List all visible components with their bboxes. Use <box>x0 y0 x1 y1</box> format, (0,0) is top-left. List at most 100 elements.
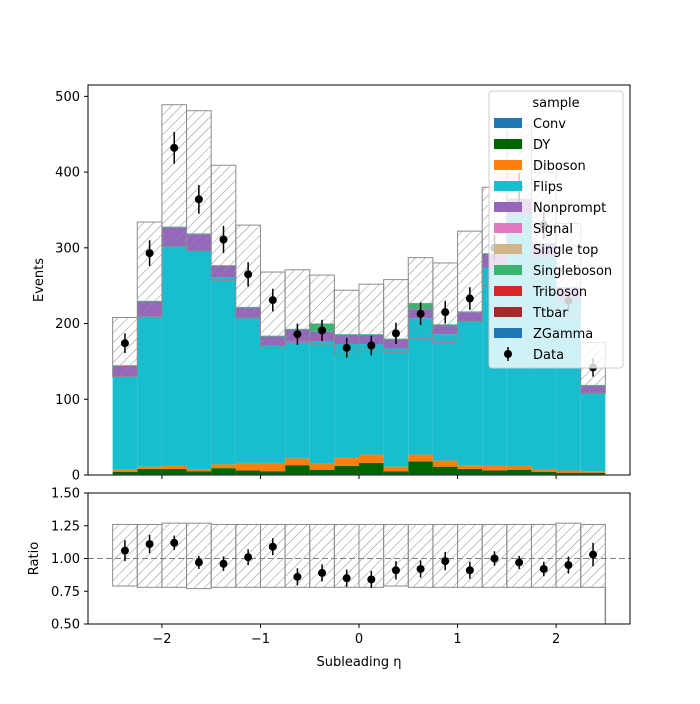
bar-diboson <box>531 468 557 472</box>
bar-diboson <box>432 460 458 467</box>
data-point <box>441 308 450 317</box>
ratio-point <box>219 559 228 568</box>
ratio-uncertainty-band <box>161 522 188 588</box>
legend-swatch <box>494 307 522 317</box>
bar-flips <box>161 246 187 466</box>
bar-flips <box>137 316 162 467</box>
bar-flips <box>359 343 384 455</box>
ratio-point <box>120 546 129 555</box>
legend-swatch <box>494 286 522 296</box>
uncertainty-band <box>161 104 188 247</box>
ratio-point <box>589 550 598 559</box>
bar-flips <box>383 348 409 467</box>
y-tick-label: 100 <box>55 393 80 408</box>
bar-diboson <box>506 465 532 470</box>
bar-flips <box>334 343 359 458</box>
bar-dy <box>359 462 384 475</box>
legend-label: Nonprompt <box>533 201 606 216</box>
ratio-y-tick-label: 0.50 <box>51 618 80 633</box>
data-point <box>194 195 203 204</box>
legend-title: sample <box>532 96 579 111</box>
bar-flips <box>309 340 335 464</box>
data-point <box>465 294 474 303</box>
legend: sample Conv DY Diboson Flips Nonprompt Signal S… <box>488 90 624 369</box>
legend-label: DY <box>533 138 550 153</box>
bar-diboson <box>408 454 433 462</box>
ratio-uncertainty-band <box>210 523 237 588</box>
ratio-point <box>564 561 573 570</box>
bar-dy <box>334 465 359 475</box>
legend-swatch <box>494 328 522 338</box>
uncertainty-band <box>136 221 163 318</box>
data-point <box>293 330 302 339</box>
uncertainty-band <box>186 110 212 252</box>
ratio-point <box>367 575 376 584</box>
ratio-uncertainty-band <box>136 523 163 588</box>
bar-flips <box>408 318 433 455</box>
y-tick-label: 400 <box>55 166 80 181</box>
x-tick-label: 0 <box>355 632 363 647</box>
bar-diboson <box>137 466 162 469</box>
bar-diboson <box>235 462 261 471</box>
bar-diboson <box>556 470 581 473</box>
legend-label: Conv <box>533 117 566 132</box>
legend-swatch <box>494 160 522 170</box>
ratio-band-group <box>112 522 607 624</box>
legend-swatch <box>494 223 522 233</box>
bar-diboson <box>383 466 409 472</box>
legend-swatch <box>494 202 522 212</box>
bar-dy <box>506 469 532 475</box>
x-axis-label: Subleading η <box>316 655 401 670</box>
bar-flips <box>235 317 261 463</box>
y-axis-label: Events <box>32 258 47 302</box>
ratio-point <box>170 538 179 547</box>
bar-diboson <box>211 464 236 469</box>
legend-label: Flips <box>533 180 563 195</box>
bar-dy <box>211 468 236 475</box>
bar-diboson <box>161 465 187 469</box>
ratio-point <box>342 574 351 583</box>
bar-dy <box>556 472 581 475</box>
legend-swatch <box>494 244 522 254</box>
bar-dy <box>112 471 138 475</box>
data-point <box>244 270 253 279</box>
legend-label: Single top <box>533 243 598 258</box>
legend-label: Ttbar <box>532 306 568 321</box>
x-tick-label: −2 <box>152 632 171 647</box>
uncertainty-band <box>210 164 237 281</box>
y-tick-label: 500 <box>55 90 80 105</box>
bar-dy <box>482 470 507 475</box>
data-point <box>120 339 129 348</box>
legend-box <box>488 90 624 369</box>
bar-dy <box>531 471 557 475</box>
ratio-point <box>268 542 277 551</box>
ratio-point <box>416 564 425 573</box>
bar-diboson <box>457 465 483 469</box>
ratio-y-tick-label: 1.25 <box>51 519 80 534</box>
ratio-point <box>515 558 524 567</box>
legend-label: Triboson <box>532 285 587 300</box>
bar-diboson <box>186 468 212 472</box>
ratio-y-tick-label: 0.75 <box>51 585 80 600</box>
bar-diboson <box>285 458 310 466</box>
bar-flips <box>211 277 236 465</box>
legend-label: Signal <box>533 222 573 237</box>
bar-flips <box>260 345 286 463</box>
ratio-point <box>441 557 450 566</box>
legend-swatch <box>494 118 522 128</box>
ratio-point <box>293 572 302 581</box>
ratio-y-axis-label: Ratio <box>27 542 42 575</box>
ratio-point <box>244 553 253 562</box>
data-point <box>367 341 376 350</box>
bar-dy <box>235 470 261 475</box>
bar-flips <box>457 321 483 466</box>
data-point <box>342 343 351 352</box>
bar-dy <box>260 471 286 475</box>
ratio-uncertainty-band <box>555 522 582 588</box>
legend-label: Data <box>533 348 564 363</box>
bar-diboson <box>359 454 384 463</box>
bar-dy <box>137 468 162 475</box>
legend-swatch <box>494 265 522 275</box>
x-tick-label: 2 <box>552 632 560 647</box>
